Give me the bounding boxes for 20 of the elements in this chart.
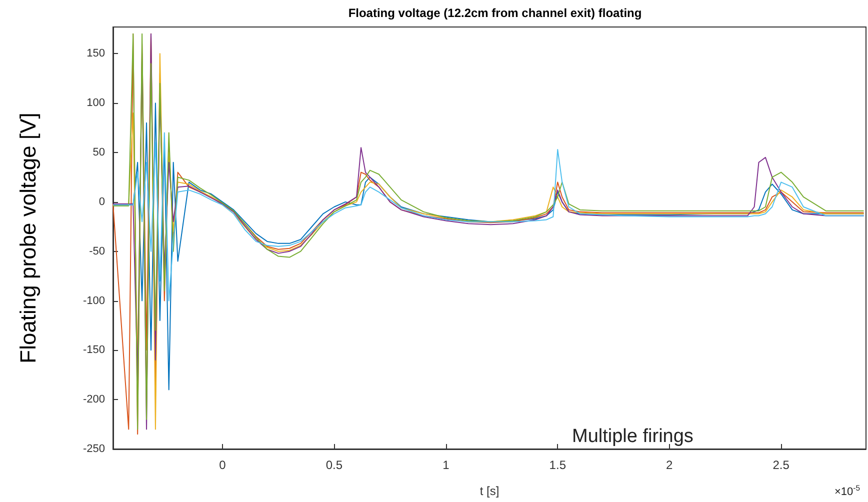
y-axis-title: Floating probe voltage [V]	[16, 112, 40, 364]
y-tick-label: -200	[82, 394, 105, 406]
x-axis-title: t [s]	[480, 484, 500, 498]
chart-title: Floating voltage (12.2cm from channel exit) floating	[348, 6, 642, 20]
y-tick-label: 0	[98, 196, 105, 208]
line-series	[112, 132, 864, 302]
annotation: Multiple firings	[572, 426, 694, 447]
x-tick-label: 1.5	[549, 458, 566, 472]
x-tick-label: 0.5	[326, 458, 343, 472]
y-tick-label: 150	[86, 48, 105, 60]
y-tick-label: -100	[82, 294, 105, 307]
y-tick-label: -150	[82, 344, 105, 356]
x-tick-label: 1	[442, 458, 450, 472]
y-tick-label: -250	[82, 443, 105, 455]
x-tick-label: 2	[666, 458, 674, 472]
x-tick-label: 2.5	[772, 458, 790, 472]
y-tick-label: 50	[92, 146, 105, 159]
y-tick-label: 100	[86, 97, 105, 110]
y-tick-label: -50	[89, 245, 105, 258]
x-tick-label: 0	[219, 458, 226, 472]
